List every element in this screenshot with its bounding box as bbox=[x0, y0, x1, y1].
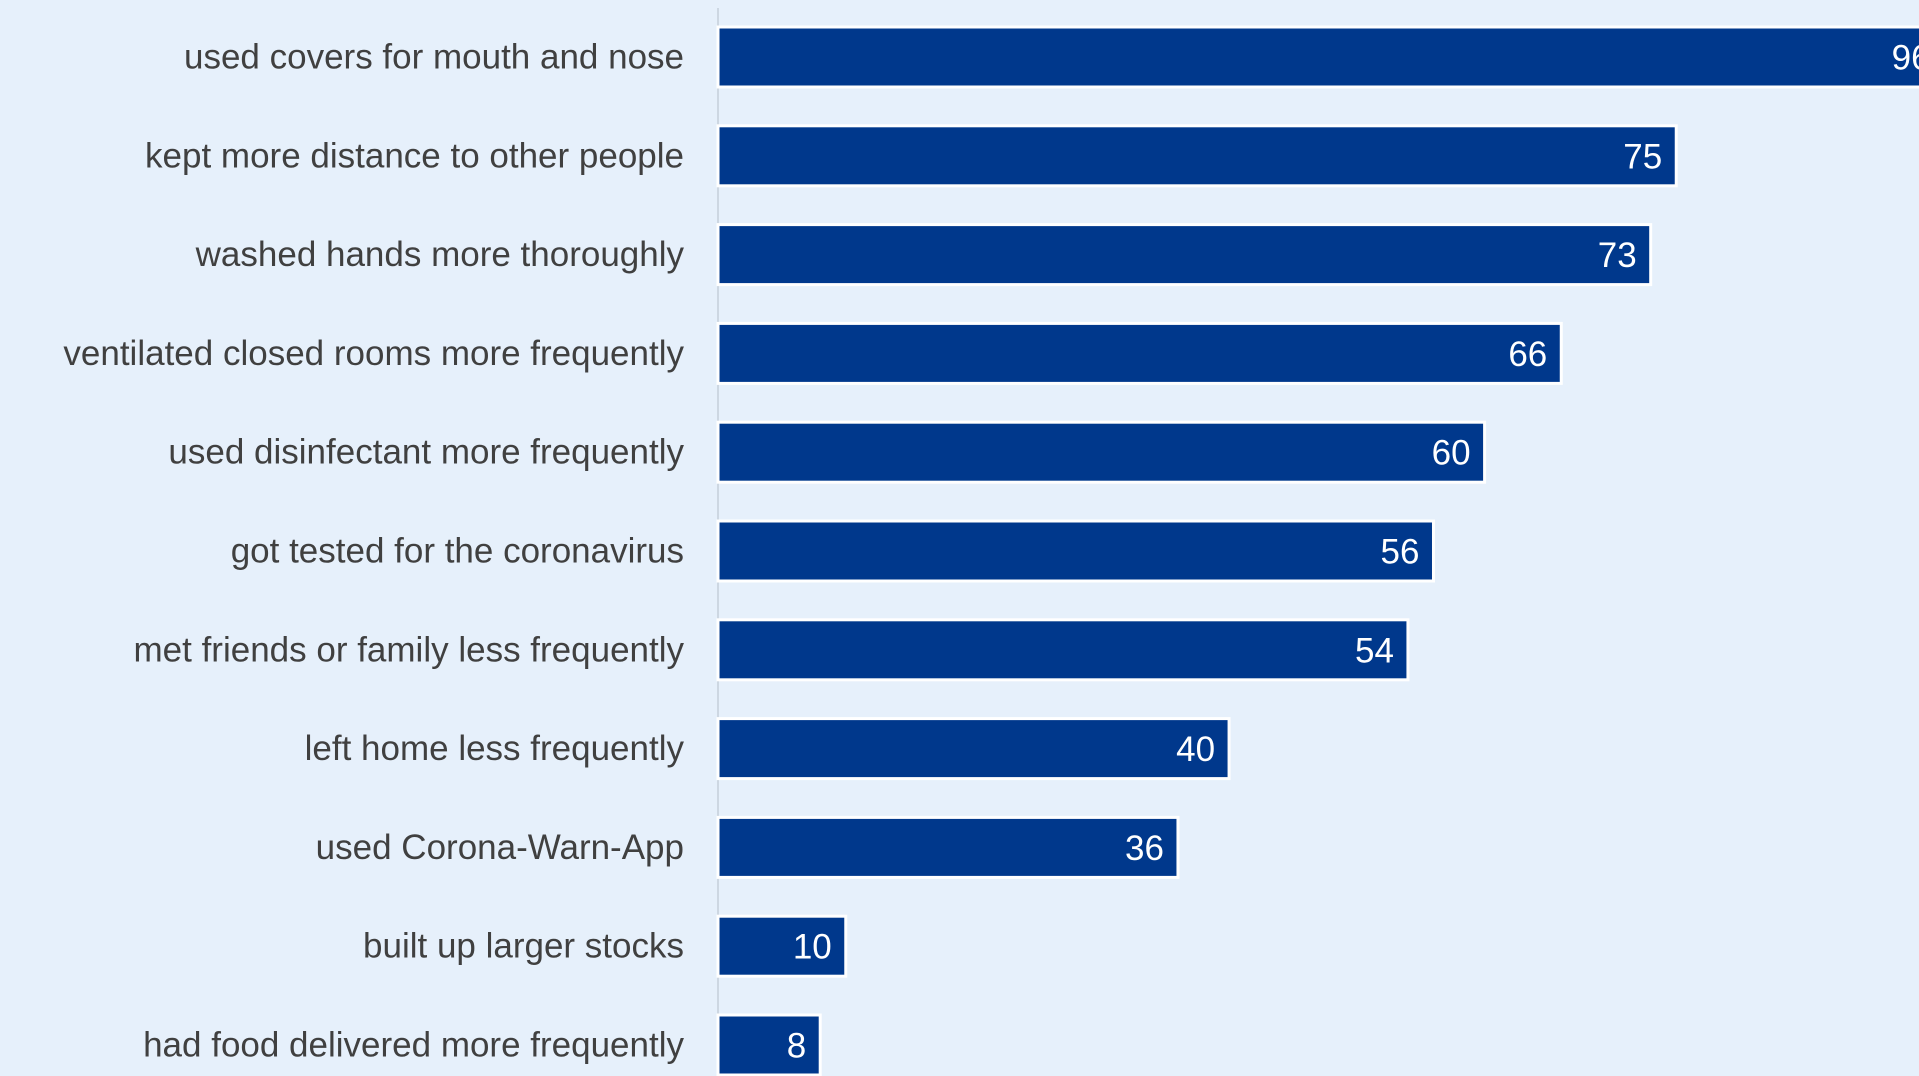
value-label: 56 bbox=[1381, 533, 1420, 572]
category-label: got tested for the coronavirus bbox=[231, 532, 684, 571]
category-label: built up larger stocks bbox=[363, 927, 684, 966]
value-label: 36 bbox=[1125, 829, 1164, 868]
category-label: ventilated closed rooms more frequently bbox=[63, 334, 684, 373]
value-label: 8 bbox=[787, 1027, 806, 1066]
bar bbox=[716, 223, 1653, 287]
bar bbox=[716, 618, 1410, 682]
bar bbox=[716, 519, 1435, 583]
value-label: 40 bbox=[1176, 730, 1215, 769]
bar bbox=[716, 321, 1563, 385]
category-label: had food delivered more frequently bbox=[143, 1026, 684, 1065]
category-label: met friends or family less frequently bbox=[134, 630, 685, 669]
bars-group: used covers for mouth and nose 96 kept mor… bbox=[63, 25, 1919, 1076]
bar bbox=[716, 1013, 822, 1076]
category-label: left home less frequently bbox=[305, 729, 685, 768]
bar bbox=[716, 717, 1231, 781]
category-label: used covers for mouth and nose bbox=[184, 38, 684, 77]
bar bbox=[716, 914, 848, 978]
value-label: 66 bbox=[1508, 335, 1547, 374]
bar bbox=[716, 815, 1180, 879]
value-label: 96 bbox=[1892, 39, 1919, 78]
value-label: 54 bbox=[1355, 631, 1394, 670]
value-label: 73 bbox=[1598, 236, 1637, 275]
bar bbox=[716, 124, 1678, 188]
category-label: used Corona-Warn-App bbox=[316, 828, 684, 867]
bar bbox=[716, 25, 1919, 89]
value-label: 75 bbox=[1623, 137, 1662, 176]
bar bbox=[716, 420, 1487, 484]
value-label: 60 bbox=[1432, 434, 1471, 473]
value-label: 10 bbox=[793, 928, 832, 967]
category-label: washed hands more thoroughly bbox=[195, 235, 685, 274]
category-label: kept more distance to other people bbox=[145, 136, 684, 175]
category-label: used disinfectant more frequently bbox=[168, 433, 684, 472]
